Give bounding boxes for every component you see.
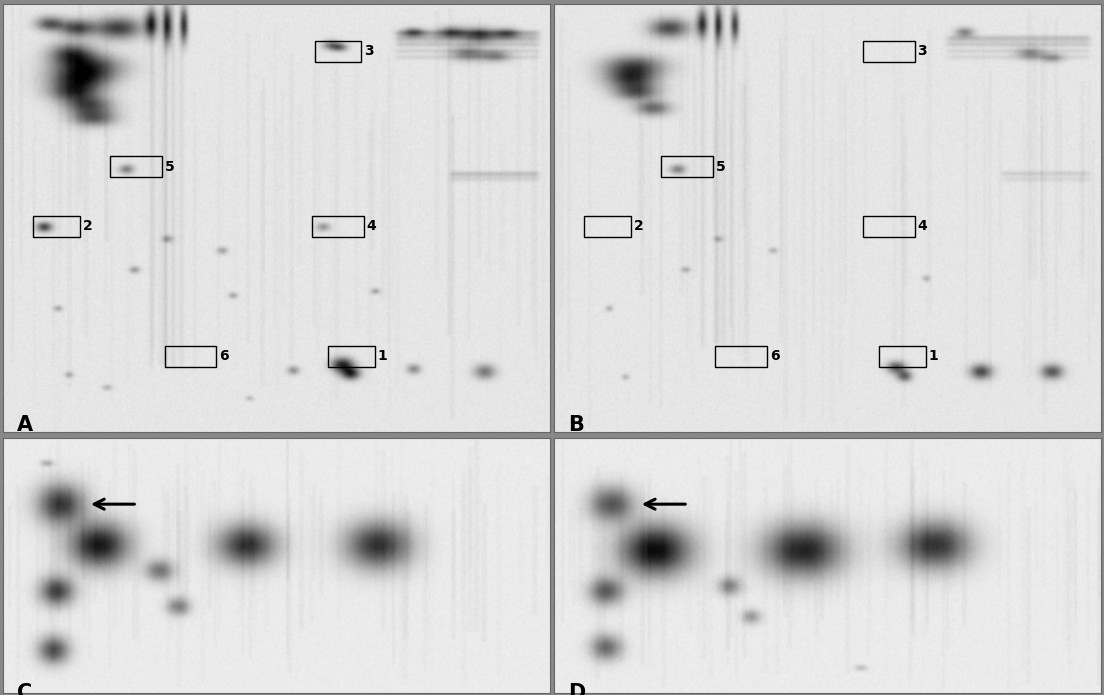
Text: 6: 6 [771, 350, 779, 363]
Text: 2: 2 [83, 220, 93, 234]
Bar [584, 215, 630, 237]
Text: 6: 6 [220, 350, 229, 363]
Text: D: D [567, 682, 585, 695]
Bar [315, 40, 361, 62]
Bar [329, 346, 375, 367]
Bar [661, 156, 713, 177]
Text: 1: 1 [378, 350, 388, 363]
Text: 3: 3 [917, 44, 927, 58]
Text: 2: 2 [634, 220, 644, 234]
Bar [312, 215, 364, 237]
Text: 5: 5 [715, 160, 725, 174]
Text: 5: 5 [164, 160, 174, 174]
Text: C: C [17, 682, 32, 695]
Bar [33, 215, 79, 237]
Bar [863, 40, 915, 62]
Bar [164, 346, 216, 367]
Text: 4: 4 [917, 220, 927, 234]
Text: 3: 3 [364, 44, 373, 58]
Bar [715, 346, 767, 367]
Bar [863, 215, 915, 237]
Text: B: B [567, 416, 584, 435]
Text: 4: 4 [367, 220, 376, 234]
Text: 1: 1 [928, 350, 938, 363]
Text: A: A [17, 416, 33, 435]
Bar [110, 156, 162, 177]
Bar [880, 346, 926, 367]
